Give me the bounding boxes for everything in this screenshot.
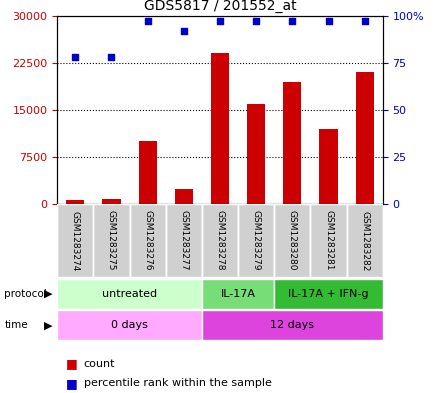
Text: untreated: untreated [102,289,157,299]
Text: IL-17A: IL-17A [220,289,256,299]
Text: GSM1283280: GSM1283280 [288,211,297,271]
Bar [211,53,229,204]
FancyBboxPatch shape [166,204,202,277]
FancyBboxPatch shape [57,204,93,277]
FancyBboxPatch shape [311,204,347,277]
Text: 0 days: 0 days [111,320,148,330]
Point [289,18,296,24]
Text: GSM1283279: GSM1283279 [252,211,260,271]
FancyBboxPatch shape [202,279,274,309]
FancyBboxPatch shape [238,204,274,277]
Point [325,18,332,24]
Text: protocol: protocol [4,289,47,299]
Bar [66,200,84,204]
Text: GSM1283281: GSM1283281 [324,211,333,271]
Text: GSM1283275: GSM1283275 [107,211,116,271]
Point [361,18,368,24]
FancyBboxPatch shape [347,204,383,277]
FancyBboxPatch shape [57,279,202,309]
Text: ■: ■ [66,357,78,370]
Bar [283,82,301,204]
FancyBboxPatch shape [129,204,166,277]
Text: GSM1283274: GSM1283274 [71,211,80,271]
FancyBboxPatch shape [57,310,202,340]
FancyBboxPatch shape [274,279,383,309]
Bar [319,129,337,204]
Point [180,28,187,34]
FancyBboxPatch shape [202,204,238,277]
Point [253,18,260,24]
Point [72,54,79,61]
Text: ▶: ▶ [44,320,53,330]
Text: GSM1283276: GSM1283276 [143,211,152,271]
Text: ■: ■ [66,376,78,390]
FancyBboxPatch shape [202,310,383,340]
Text: IL-17A + IFN-g: IL-17A + IFN-g [288,289,369,299]
Text: GSM1283282: GSM1283282 [360,211,369,271]
Bar [175,189,193,204]
Text: GSM1283277: GSM1283277 [180,211,188,271]
Bar [247,104,265,204]
Bar [103,199,121,204]
Point [144,18,151,24]
Text: GSM1283278: GSM1283278 [216,211,224,271]
FancyBboxPatch shape [274,204,311,277]
Title: GDS5817 / 201552_at: GDS5817 / 201552_at [144,0,296,13]
Text: count: count [84,358,115,369]
Bar [139,141,157,204]
Text: ▶: ▶ [44,289,53,299]
Text: percentile rank within the sample: percentile rank within the sample [84,378,271,388]
Text: time: time [4,320,28,330]
FancyBboxPatch shape [93,204,129,277]
Point [216,18,224,24]
Bar [356,72,374,204]
Point [108,54,115,61]
Text: 12 days: 12 days [270,320,314,330]
